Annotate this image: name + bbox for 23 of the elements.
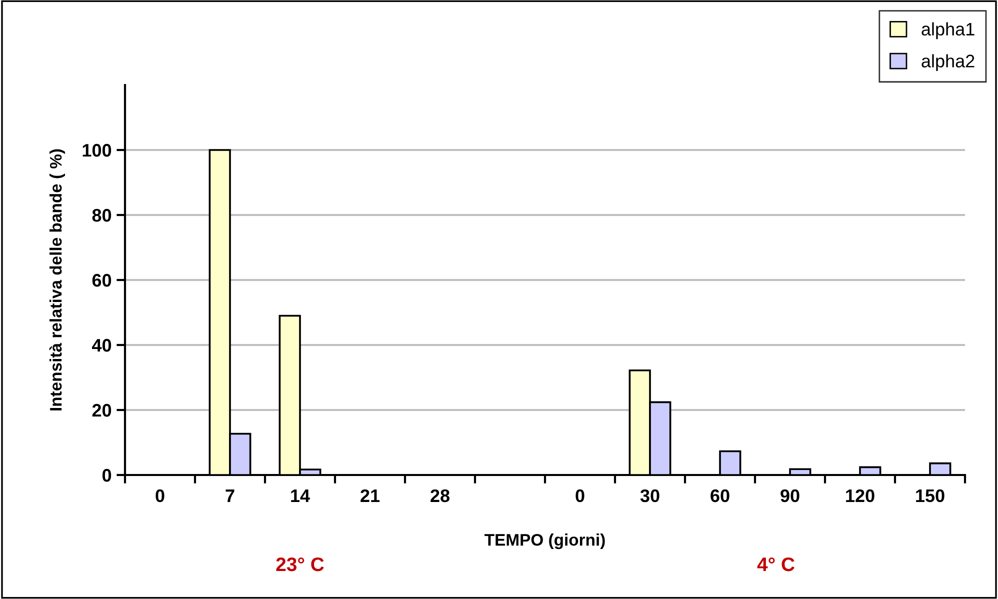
- y-tick-label: 80: [92, 208, 112, 222]
- y-tick-label: 60: [92, 274, 112, 287]
- text: 4° C: [757, 557, 794, 572]
- text: 23° C: [276, 557, 324, 572]
- x-tick-label: 7: [226, 490, 234, 502]
- y-tick-label: 40: [92, 338, 112, 352]
- x-tick-label: 28: [430, 489, 450, 502]
- x-tick-label: 30: [640, 489, 660, 502]
- y-axis-title: Intensità relativa delle bande ( %): [49, 149, 66, 410]
- y-tick-label: 100: [82, 144, 112, 157]
- x-tick-label: 150: [916, 489, 944, 502]
- x-tick-label: 60: [710, 489, 730, 502]
- x-tick-label: 14: [291, 490, 310, 502]
- x-tick-label: 120: [846, 489, 874, 502]
- legend-label: alpha1: [922, 22, 974, 40]
- x-tick-label: 0: [576, 489, 584, 502]
- x-axis-title: TEMPO (giorni): [484, 534, 605, 550]
- x-tick-label: 0: [156, 489, 164, 502]
- y-tick-label: 20: [92, 404, 112, 417]
- x-tick-label: 90: [780, 489, 800, 502]
- y-tick-label: 0: [102, 468, 112, 482]
- x-tick-label: 21: [360, 489, 380, 502]
- legend-label: alpha2: [922, 54, 974, 72]
